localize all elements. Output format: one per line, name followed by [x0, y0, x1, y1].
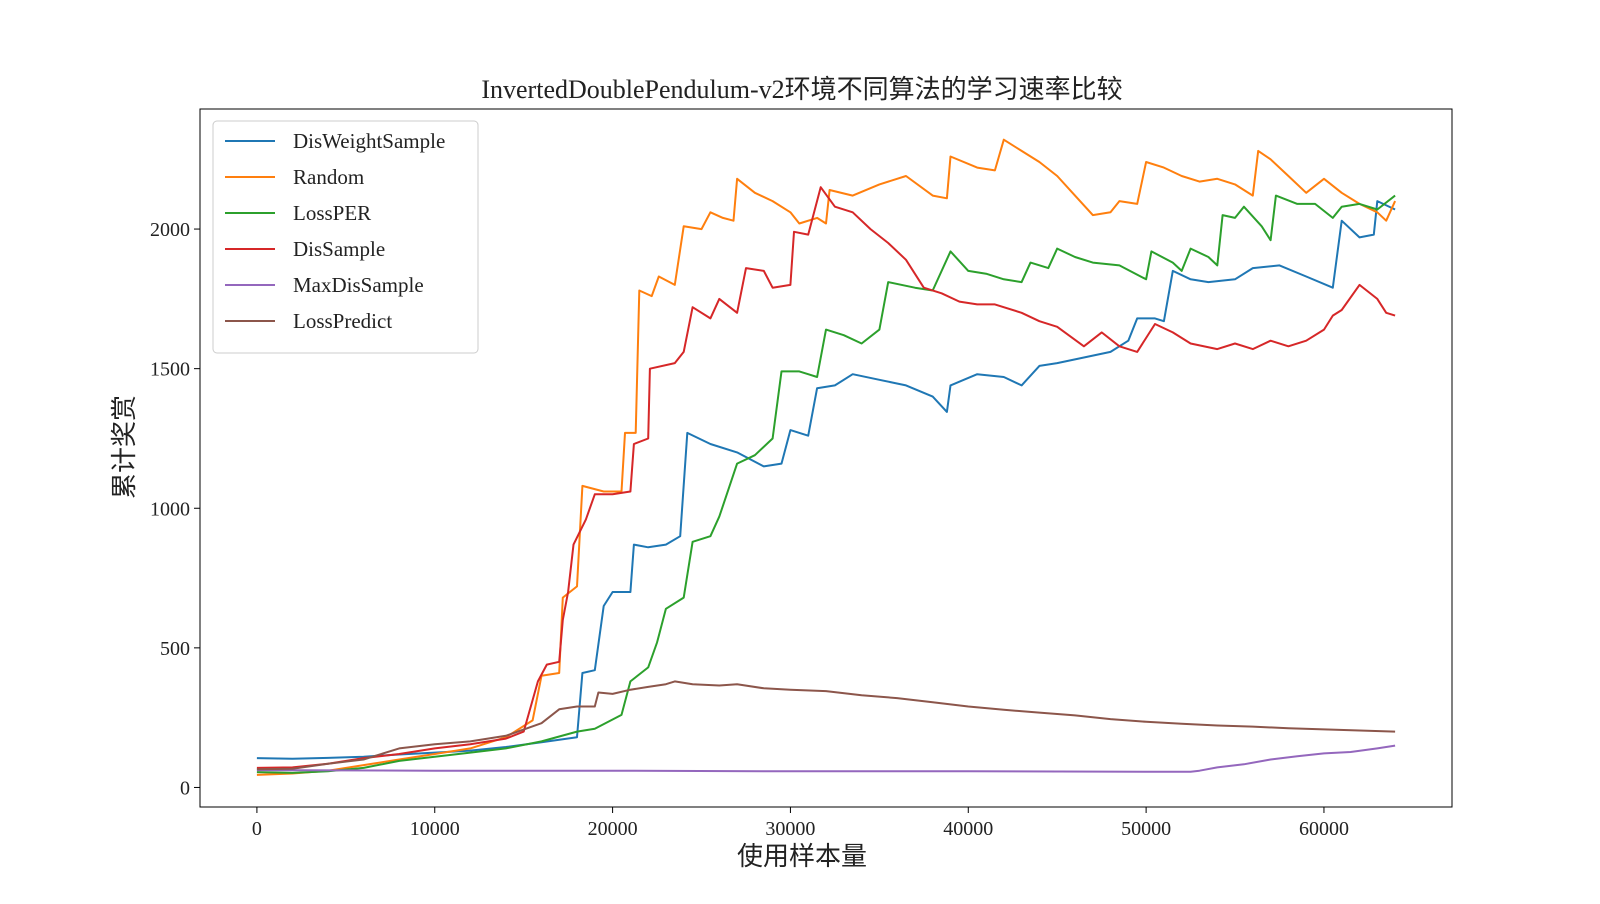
- x-tick-label: 10000: [410, 818, 460, 840]
- x-tick-label: 0: [252, 818, 262, 840]
- legend-label-dissample: DisSample: [293, 237, 385, 261]
- y-tick-label: 1000: [150, 498, 190, 520]
- series-line-disweightsample: [256, 200, 1396, 760]
- legend-label-disweightsample: DisWeightSample: [293, 129, 445, 153]
- legend-box: [212, 120, 479, 354]
- series-line-lossper: [256, 194, 1396, 774]
- legend-label-losspredict: LossPredict: [293, 309, 392, 333]
- x-tick-label: 40000: [943, 818, 993, 840]
- series-layer: [256, 138, 1397, 776]
- y-tick-label: 2000: [150, 219, 190, 241]
- x-tick-label: 20000: [588, 818, 638, 840]
- x-axis-ticks: 0 10000 20000 30000 40000 50000 60000: [252, 807, 1349, 840]
- legend: DisWeightSample Random LossPER DisSample Max…: [212, 120, 479, 354]
- plot-frame: [199, 108, 1453, 808]
- x-tick-label: 60000: [1299, 818, 1349, 840]
- series-line-maxdissample: [256, 744, 1396, 773]
- legend-label-lossper: LossPER: [293, 201, 371, 225]
- series-line-dissample: [256, 186, 1396, 769]
- legend-label-random: Random: [293, 165, 364, 189]
- chart-title: InvertedDoublePendulum-v2环境不同算法的学习速率比较: [481, 75, 1122, 104]
- x-axis-title: 使用样本量: [737, 842, 867, 871]
- series-line-losspredict: [256, 680, 1396, 771]
- y-axis-title: 累计奖赏: [110, 395, 139, 499]
- x-tick-label: 30000: [765, 818, 815, 840]
- legend-label-maxdissample: MaxDisSample: [293, 273, 424, 297]
- y-axis-ticks: 0 500 1000 1500 2000: [150, 219, 200, 799]
- x-tick-label: 50000: [1121, 818, 1171, 840]
- y-tick-label: 500: [160, 638, 190, 660]
- y-tick-label: 0: [180, 777, 190, 799]
- y-tick-label: 1500: [150, 359, 190, 381]
- legend-items: DisWeightSample Random LossPER DisSample Max…: [225, 129, 445, 333]
